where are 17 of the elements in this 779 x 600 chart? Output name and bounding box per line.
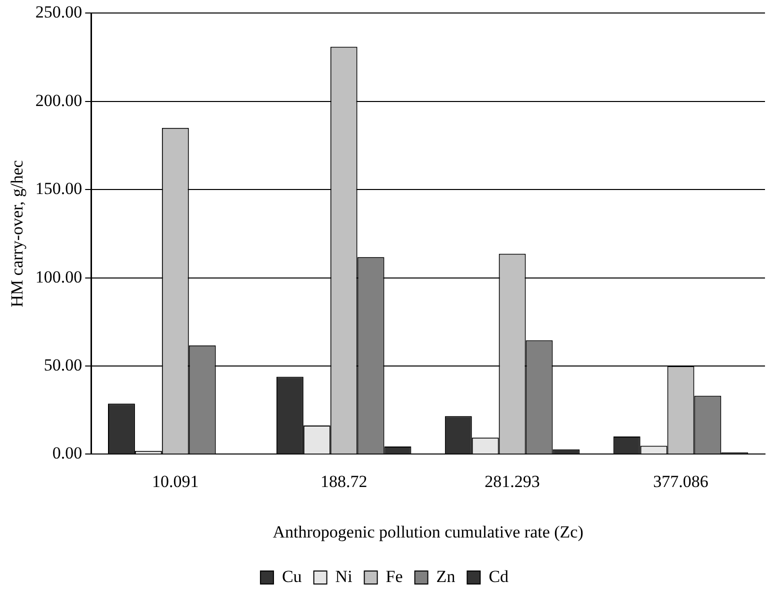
legend-label: Cu (282, 566, 302, 586)
y-tick-label: 100.00 (35, 267, 82, 286)
y-tick-label: 0.00 (52, 444, 82, 463)
x-tick-label: 377.086 (653, 472, 708, 491)
legend-label: Cd (488, 566, 510, 586)
y-tick-label: 150.00 (35, 179, 82, 198)
x-tick-label: 10.091 (152, 472, 199, 491)
x-axis-title: Anthropogenic pollution cumulative rate (Zc) (272, 522, 584, 542)
legend-label: Ni (335, 566, 353, 586)
y-tick-label: 50.00 (44, 355, 82, 374)
y-tick-label: 200.00 (35, 90, 82, 110)
legend-label: Fe (386, 566, 403, 586)
x-tick-label: 281.293 (484, 472, 540, 491)
y-axis-title: HM carry-over, g/hec (8, 160, 27, 308)
y-tick-label: 250.00 (35, 2, 82, 22)
legend-label: Zn (436, 566, 456, 586)
x-tick-label: 188.72 (320, 472, 368, 491)
